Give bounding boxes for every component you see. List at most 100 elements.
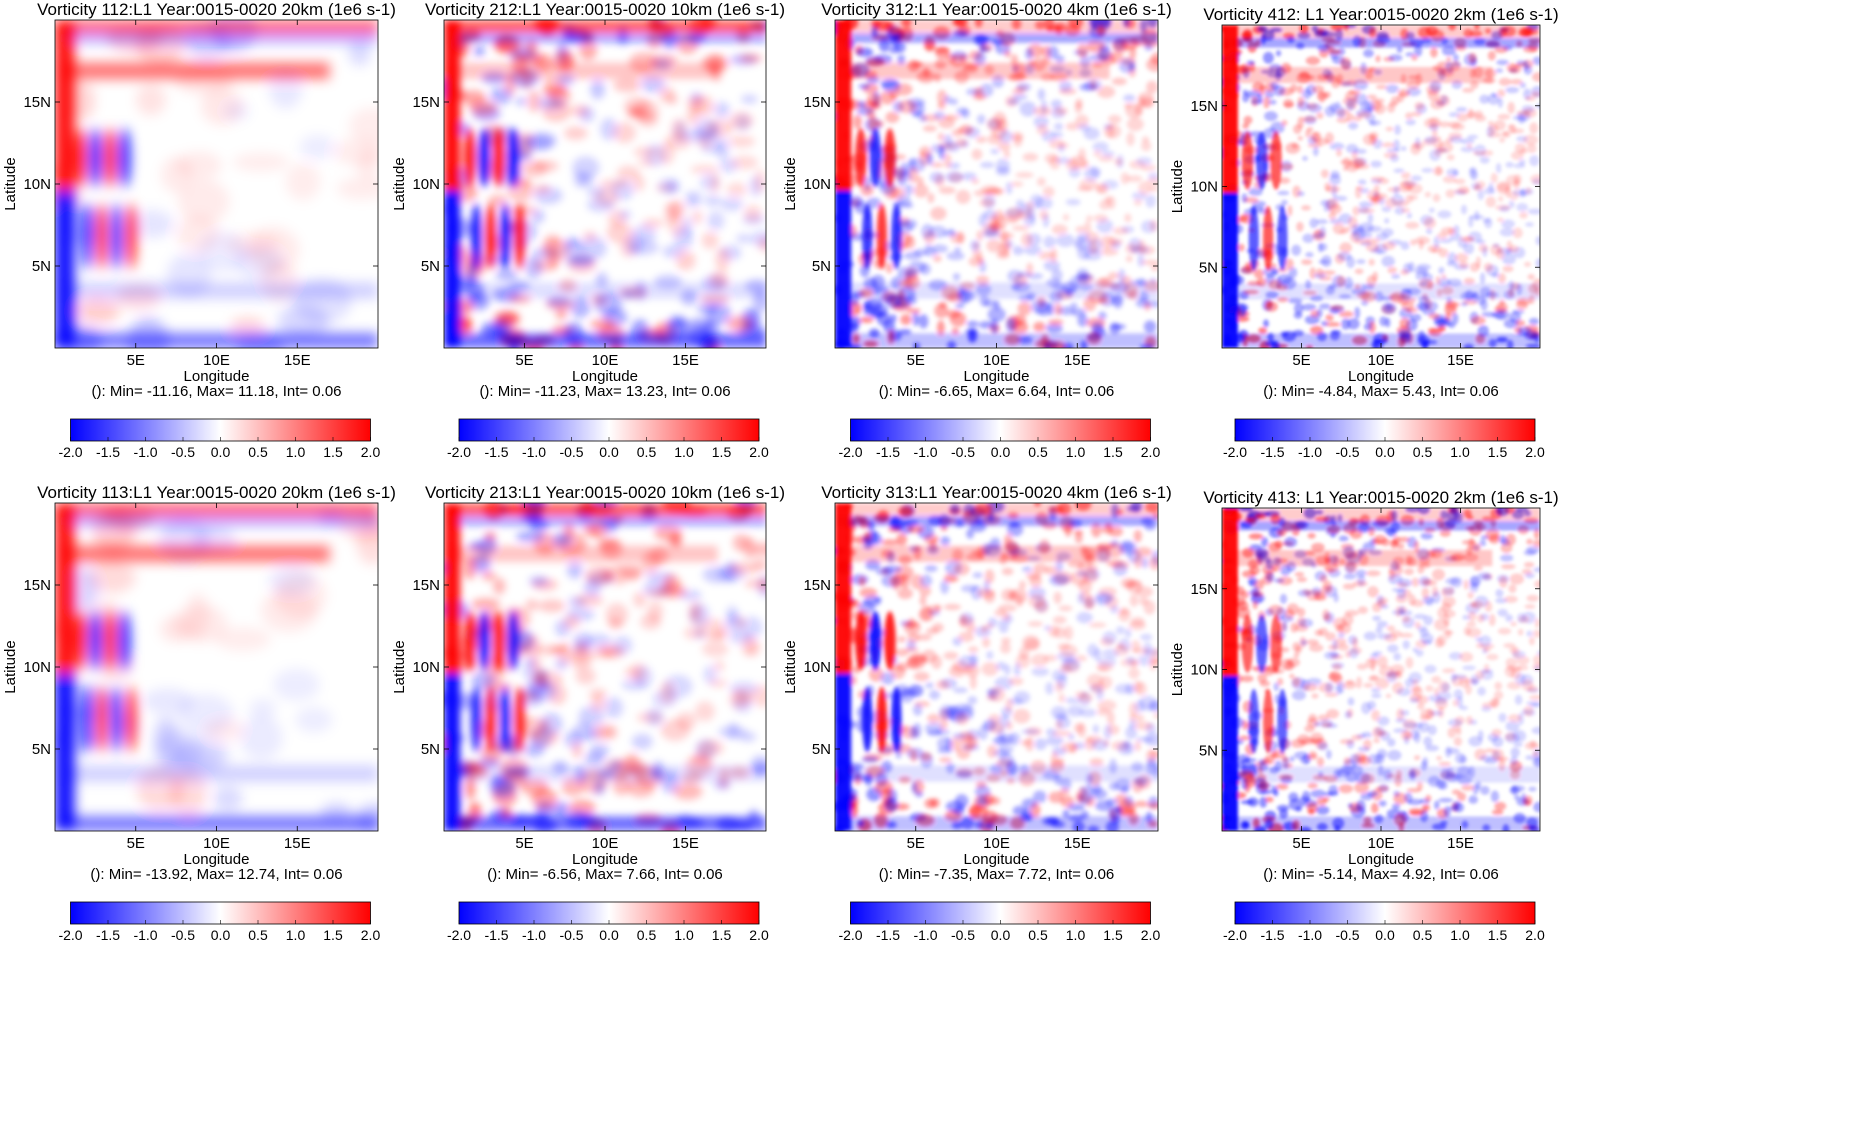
colorbar-tick-label: 2.0	[361, 927, 381, 943]
colorbar-tick-label: 0.0	[211, 927, 231, 943]
y-tick-label: 5N	[1199, 742, 1218, 759]
colorbar-tick-label: 1.0	[674, 444, 694, 460]
y-tick-label: 10N	[803, 659, 831, 676]
y-tick-label: 5N	[421, 258, 440, 275]
y-tick-label: 10N	[23, 176, 51, 193]
colorbar-tick-label: 1.5	[712, 444, 732, 460]
colorbar-tick-label: -1.0	[913, 927, 937, 943]
y-tick-label: 15N	[23, 94, 51, 111]
colorbar: -2.0 -1.5 -1.0 -0.5 0.0 0.5 1.0 1.5 2.0	[447, 418, 769, 460]
x-tick-label: 5E	[127, 352, 145, 369]
x-tick-label: 15E	[672, 835, 699, 852]
panel-3: Vorticity 312:L1 Year:0015-0020 4km (1e6…	[782, 0, 1172, 460]
y-tick-label: 10N	[1190, 179, 1218, 196]
panel-title: Vorticity 313:L1 Year:0015-0020 4km (1e6…	[821, 483, 1172, 502]
colorbar-tick-label: 0.0	[1375, 927, 1395, 943]
colorbar-tick-label: -2.0	[447, 444, 471, 460]
colorbar-tick-label: 0.5	[1028, 444, 1048, 460]
panel-7: Vorticity 313:L1 Year:0015-0020 4km (1e6…	[782, 483, 1172, 943]
y-tick-label: 5N	[32, 258, 51, 275]
colorbar-tick-label: -1.0	[1298, 444, 1322, 460]
y-axis-label: Latitude	[1169, 643, 1186, 696]
stats-label: (): Min= -7.35, Max= 7.72, Int= 0.06	[879, 866, 1115, 883]
colorbar-tick-label: -1.5	[876, 927, 900, 943]
colorbar-tick-label: -0.5	[951, 444, 975, 460]
x-tick-label: 15E	[1447, 835, 1474, 852]
colorbar: -2.0 -1.5 -1.0 -0.5 0.0 0.5 1.0 1.5 2.0	[1223, 418, 1545, 460]
colorbar-tick-label: 2.0	[749, 927, 769, 943]
x-tick-label: 5E	[127, 835, 145, 852]
colorbar-tick-label: 2.0	[1141, 444, 1161, 460]
y-tick-label: 15N	[803, 577, 831, 594]
colorbar-tick-label: 2.0	[1525, 444, 1545, 460]
colorbar-tick-label: -0.5	[1335, 444, 1359, 460]
colorbar-tick-label: 0.5	[1413, 927, 1433, 943]
y-axis-label: Latitude	[391, 157, 408, 210]
x-axis-label: Longitude	[572, 368, 638, 385]
colorbar-tick-label: -2.0	[447, 927, 471, 943]
colorbar-tick-label: 1.0	[1450, 444, 1470, 460]
y-tick-label: 10N	[412, 659, 440, 676]
stats-label: (): Min= -4.84, Max= 5.43, Int= 0.06	[1263, 383, 1499, 400]
colorbar-tick-label: 0.0	[211, 444, 231, 460]
panel-5: Vorticity 113:L1 Year:0015-0020 20km (1e…	[2, 483, 396, 943]
vorticity-field	[444, 503, 766, 831]
x-tick-label: 10E	[203, 835, 230, 852]
colorbar-tick-label: -1.0	[133, 444, 157, 460]
x-tick-label: 5E	[1292, 835, 1310, 852]
x-axis-label: Longitude	[184, 851, 250, 868]
stats-label: (): Min= -13.92, Max= 12.74, Int= 0.06	[90, 866, 342, 883]
panel-title: Vorticity 112:L1 Year:0015-0020 20km (1e…	[37, 0, 396, 19]
x-axis-label: Longitude	[964, 851, 1030, 868]
vorticity-field	[444, 20, 766, 348]
y-tick-label: 15N	[1190, 98, 1218, 115]
y-tick-label: 5N	[1199, 259, 1218, 276]
colorbar-tick-label: 0.0	[991, 444, 1011, 460]
y-axis-label: Latitude	[2, 157, 19, 210]
colorbar-tick-label: -1.5	[1260, 927, 1284, 943]
colorbar-tick-label: 1.5	[323, 927, 343, 943]
colorbar-tick-label: 1.0	[1450, 927, 1470, 943]
colorbar-tick-label: -0.5	[559, 444, 583, 460]
y-tick-label: 5N	[812, 741, 831, 758]
colorbar-tick-label: -0.5	[559, 927, 583, 943]
stats-label: (): Min= -11.16, Max= 11.18, Int= 0.06	[92, 383, 342, 400]
colorbar-tick-label: -1.0	[133, 927, 157, 943]
panel-title: Vorticity 412: L1 Year:0015-0020 2km (1e…	[1203, 5, 1558, 24]
colorbar-tick-label: 2.0	[749, 444, 769, 460]
colorbar: -2.0 -1.5 -1.0 -0.5 0.0 0.5 1.0 1.5 2.0	[1223, 901, 1545, 943]
colorbar-tick-label: -2.0	[1223, 927, 1247, 943]
x-tick-label: 5E	[515, 835, 533, 852]
panel-2: Vorticity 212:L1 Year:0015-0020 10km (1e…	[391, 0, 785, 460]
stats-label: (): Min= -11.23, Max= 13.23, Int= 0.06	[479, 383, 730, 400]
colorbar-tick-label: -1.5	[96, 444, 120, 460]
colorbar: -2.0 -1.5 -1.0 -0.5 0.0 0.5 1.0 1.5 2.0	[58, 901, 381, 943]
x-tick-label: 15E	[1447, 352, 1474, 369]
x-tick-label: 10E	[592, 352, 619, 369]
panel-4: Vorticity 412: L1 Year:0015-0020 2km (1e…	[1169, 5, 1559, 460]
colorbar-tick-label: -1.0	[522, 444, 546, 460]
colorbar-tick-label: 0.5	[248, 444, 268, 460]
y-axis-label: Latitude	[2, 640, 19, 693]
colorbar-tick-label: -2.0	[58, 927, 82, 943]
x-tick-label: 10E	[1368, 835, 1395, 852]
y-tick-label: 15N	[803, 94, 831, 111]
colorbar-tick-label: 0.5	[248, 927, 268, 943]
colorbar-tick-label: 0.5	[1028, 927, 1048, 943]
stats-label: (): Min= -6.56, Max= 7.66, Int= 0.06	[487, 866, 723, 883]
colorbar: -2.0 -1.5 -1.0 -0.5 0.0 0.5 1.0 1.5 2.0	[838, 418, 1161, 460]
y-tick-label: 15N	[1190, 581, 1218, 598]
x-axis-label: Longitude	[1348, 368, 1414, 385]
colorbar-tick-label: 1.0	[1066, 927, 1086, 943]
x-tick-label: 10E	[983, 352, 1010, 369]
x-tick-label: 5E	[907, 835, 925, 852]
colorbar-tick-label: 2.0	[1525, 927, 1545, 943]
y-tick-label: 5N	[32, 741, 51, 758]
colorbar-tick-label: 0.5	[637, 927, 657, 943]
colorbar-tick-label: -1.0	[522, 927, 546, 943]
colorbar-tick-label: 0.5	[637, 444, 657, 460]
colorbar-tick-label: 2.0	[361, 444, 381, 460]
colorbar-tick-label: -1.5	[876, 444, 900, 460]
x-tick-label: 15E	[1064, 835, 1091, 852]
vorticity-field	[1222, 25, 1540, 348]
